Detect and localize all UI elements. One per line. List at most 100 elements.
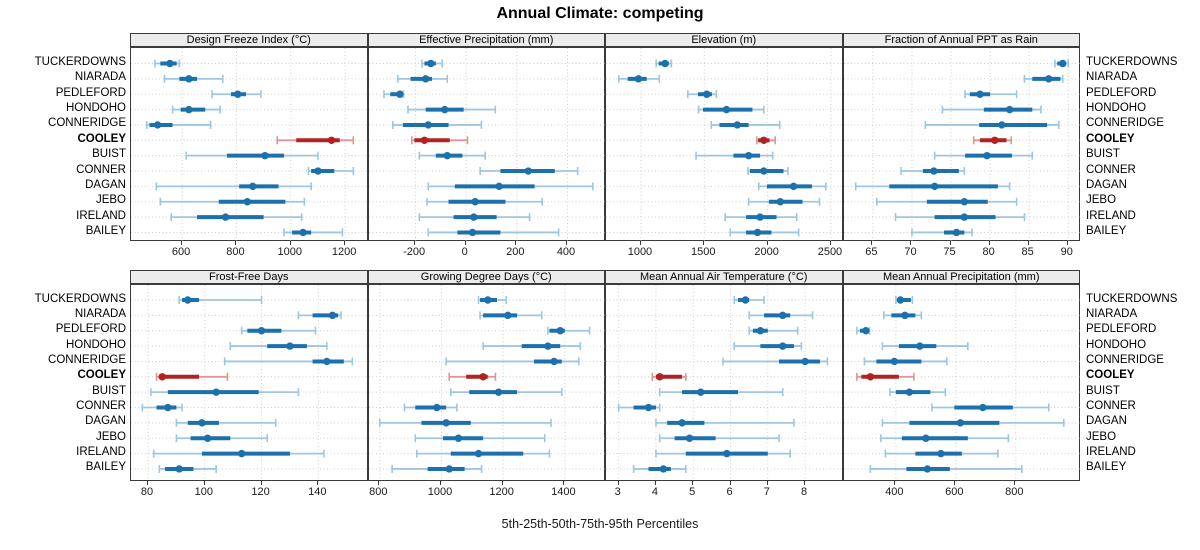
percentile-glyph-jebo (875, 197, 1017, 206)
axis-tick (515, 241, 517, 245)
axis-tick (566, 241, 567, 245)
median-dot (185, 105, 193, 114)
axis-tick (414, 241, 416, 245)
median-dot (1058, 59, 1066, 68)
percentile-glyph-jebo (175, 434, 269, 443)
axis-tick-label: 70 (904, 246, 917, 258)
chart-title: Annual Climate: competing (496, 5, 704, 22)
percentile-glyph-buist (888, 388, 946, 397)
axis-tick-label: 75 (943, 246, 956, 258)
percentile-glyph-bailey (390, 464, 482, 473)
row-label-left-tuckerdowns: TUCKERDOWNS (34, 292, 126, 305)
median-dot (760, 167, 768, 175)
percentile-glyph-jebo (413, 434, 546, 443)
median-dot (424, 121, 432, 129)
median-dot (175, 465, 183, 473)
percentile-glyph-hondoho (881, 342, 969, 351)
percentile-glyph-jebo (747, 197, 821, 206)
panel-strip: Effective Precipitation (mm) (367, 33, 605, 47)
percentile-glyph-pedleford (546, 326, 590, 335)
panel-strip-title: Mean Annual Air Temperature (°C) (640, 271, 808, 283)
axis-tick (692, 481, 694, 485)
percentile-glyph-pedleford (687, 90, 718, 99)
median-dot (956, 419, 964, 427)
panel-strip-title: Mean Annual Precipitation (mm) (882, 271, 1040, 283)
axis-tick-label: 80 (982, 246, 995, 258)
axis-tick-label: 3 (614, 486, 621, 498)
median-dot (753, 228, 762, 237)
axis-tick (949, 241, 951, 245)
median-dot (212, 388, 220, 396)
percentile-glyph-buist (185, 151, 319, 160)
axis-tick (563, 481, 565, 485)
median-dot (744, 151, 753, 160)
percentile-glyph-conner (899, 167, 965, 176)
axis-tick (617, 481, 619, 485)
median-dot (905, 388, 913, 396)
row-label-right-tuckerdowns: TUCKERDOWNS (1086, 56, 1178, 68)
percentile-glyph-conneridge (923, 120, 1060, 129)
percentile-glyph-niarada (748, 311, 814, 320)
axis-tick-label: -200 (403, 246, 426, 258)
axis-tick (988, 241, 990, 245)
median-dot (659, 465, 668, 473)
percentile-glyph-cooley (410, 136, 468, 145)
axis-tick-label: 2500 (817, 246, 843, 258)
row-label-left-dagan: DAGAN (85, 178, 126, 191)
axis-tick-label: 800 (369, 486, 388, 498)
panel-canvas (843, 285, 1081, 482)
axis-tick-label: 8 (801, 486, 808, 498)
axis-tick-label: 800 (1005, 486, 1024, 498)
panel-canvas (131, 48, 369, 242)
percentile-glyph-cooley (447, 372, 496, 381)
percentile-glyph-niarada (163, 74, 224, 83)
row-label-left-bailey: BAILEY (85, 461, 126, 474)
median-dot (474, 449, 482, 458)
median-dot (237, 449, 246, 458)
percentile-glyph-ireland (655, 449, 791, 458)
panel-canvas (843, 48, 1081, 242)
median-dot (443, 151, 451, 160)
percentile-glyph-dagan (378, 418, 552, 427)
axis-tick-label: 1200 (489, 486, 514, 498)
panel-strip-title: Elevation (m) (691, 34, 757, 46)
percentile-glyph-hondoho (406, 105, 496, 114)
percentile-glyph-cooley (756, 136, 777, 145)
median-dot (929, 167, 938, 175)
row-label-right-niarada: NIARADA (1086, 307, 1138, 320)
percentile-glyph-jebo (425, 197, 543, 206)
row-label-right-ireland: IRELAND (1086, 209, 1136, 222)
median-dot (234, 90, 242, 98)
percentile-glyph-bailey (910, 228, 973, 237)
median-dot (441, 419, 450, 427)
percentile-glyph-conner (403, 403, 458, 412)
panel-plot (367, 284, 606, 482)
panel-strip: Elevation (m) (605, 33, 843, 47)
percentile-glyph-conneridge (710, 120, 781, 129)
median-dot (776, 198, 784, 206)
axis-tick (289, 241, 291, 245)
median-dot (444, 465, 453, 473)
median-dot (164, 403, 172, 412)
percentile-glyph-tuckerdowns (420, 59, 443, 68)
axis-tick-label: 85 (1021, 246, 1034, 258)
row-label-right-conner: CONNER (1086, 163, 1136, 176)
axis-tick (260, 481, 262, 485)
percentile-glyph-tuckerdowns (154, 59, 181, 68)
axis-tick (1014, 481, 1016, 485)
row-label-right-dagan: DAGAN (1086, 178, 1127, 191)
axis-tick-label: 600 (945, 486, 964, 498)
panel-canvas (131, 285, 369, 482)
panel-strip: Mean Annual Precipitation (mm) (842, 270, 1080, 284)
median-dot (760, 136, 768, 144)
median-dot (741, 296, 750, 304)
percentile-glyph-hondoho (481, 342, 581, 351)
panel-plot (842, 47, 1081, 242)
median-dot (524, 167, 532, 175)
median-dot (166, 59, 174, 68)
panel-strip-title: Frost-Free Days (209, 271, 289, 283)
axis-tick-label: 200 (506, 246, 525, 258)
median-dot (1044, 75, 1052, 83)
percentile-glyph-hondoho (697, 105, 765, 114)
median-dot (930, 182, 938, 191)
